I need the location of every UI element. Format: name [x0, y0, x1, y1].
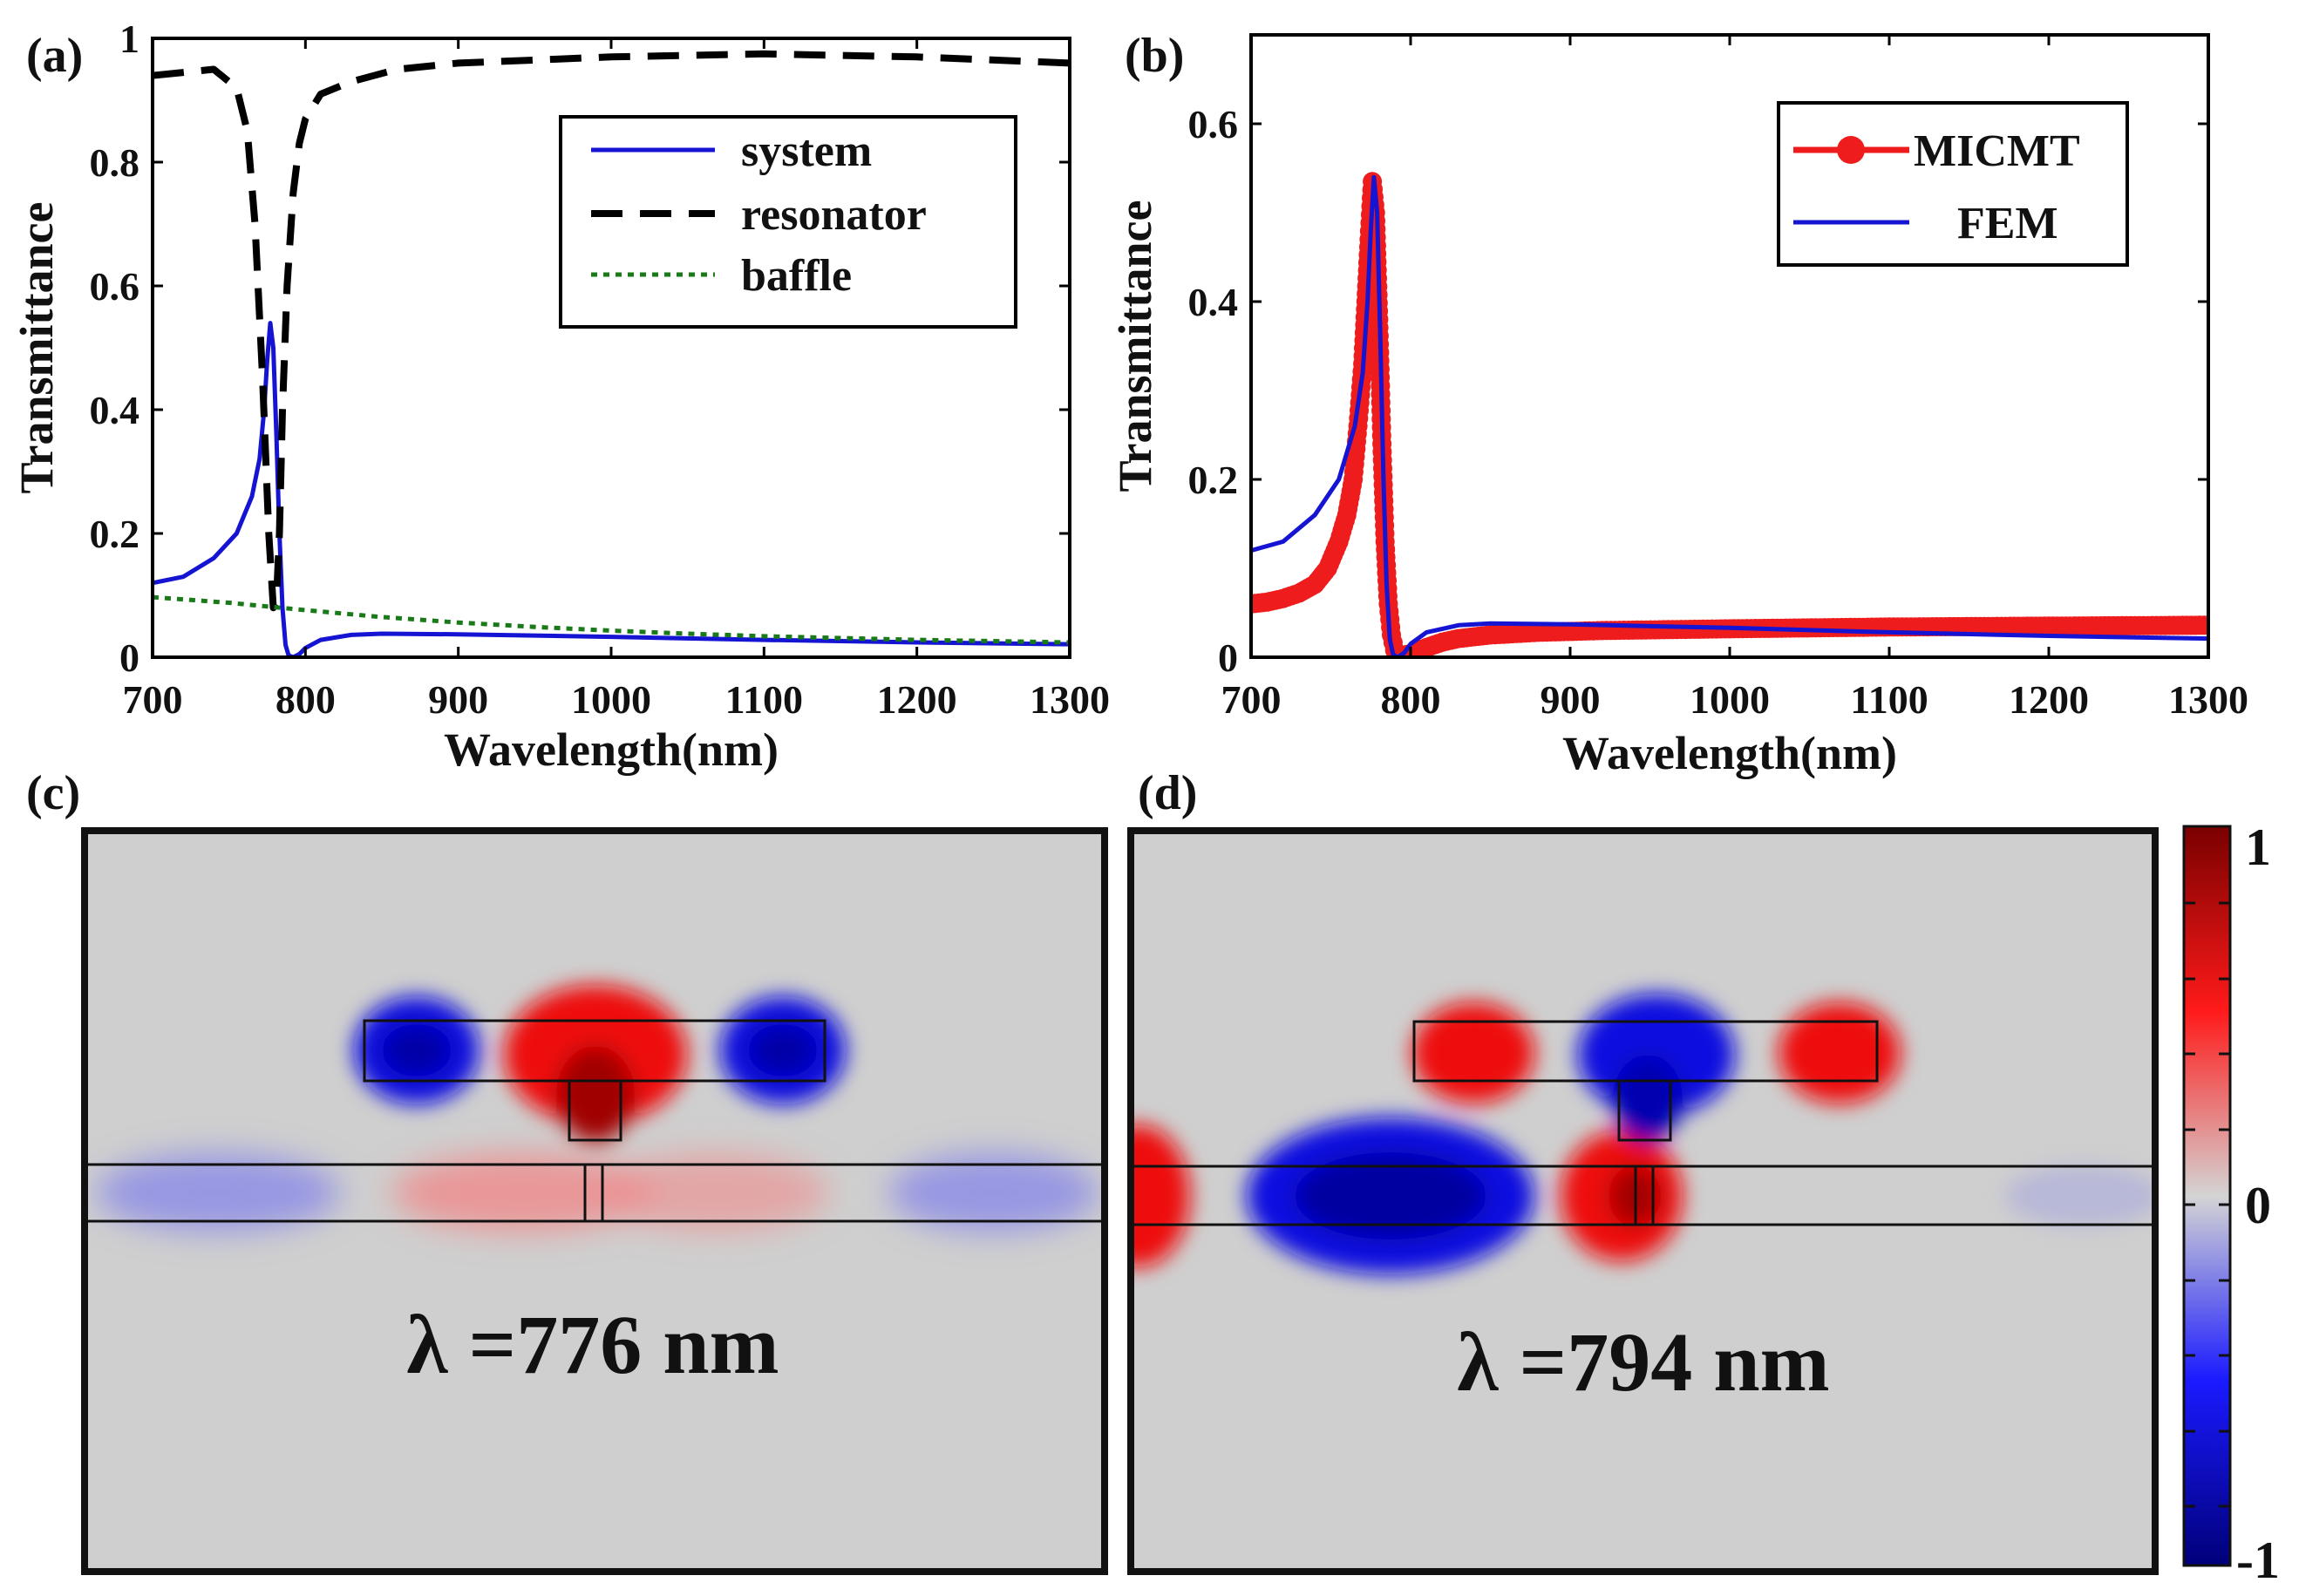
x-tick-label-b: 900 [1541, 677, 1601, 722]
colorbar-label-zero: 0 [2245, 1177, 2271, 1234]
series-resonator-line-a [153, 50, 1070, 612]
colorbar-label-max: 1 [2245, 818, 2271, 876]
x-tick-label-a: 900 [428, 677, 488, 722]
y-tick-label-a: 0.6 [90, 264, 140, 309]
x-tick-label-b: 800 [1381, 677, 1441, 722]
colorbar: 1 0 -1 [2182, 818, 2280, 1589]
x-tick-label-a: 1000 [571, 677, 651, 722]
x-tick-label-b: 1200 [2009, 677, 2089, 722]
legend-b-label-micmt: MICMT [1914, 126, 2080, 176]
colorbar-label-min: -1 [2236, 1531, 2280, 1589]
resonator-stub-c [568, 1079, 622, 1142]
y-tick-label-b: 0.4 [1188, 280, 1239, 324]
panel-d-label: (d) [1138, 766, 1197, 820]
field-d-lobes [1131, 994, 2155, 1274]
y-axis-title-b: Transmittance [1109, 200, 1161, 492]
x-tick-label-b: 700 [1221, 677, 1282, 722]
x-tick-label-b: 1300 [2168, 677, 2248, 722]
field-map-d [1131, 831, 2155, 1572]
panel-c-frame [81, 827, 1108, 1575]
legend-b-box [1777, 101, 2129, 267]
panel-d-frame [1127, 827, 2159, 1575]
series-micmt-marker [2199, 615, 2208, 635]
field-c-waveguide-lobes [96, 1153, 1098, 1232]
panel-b: (b) 700 800 900 1000 1100 1200 130000.20.40.6 … [1109, 29, 2248, 779]
resonator-stub-d [1617, 1079, 1672, 1142]
y-tick-label-b: 0.2 [1188, 458, 1239, 502]
y-tick-label-a: 0.2 [90, 512, 140, 556]
legend-b-label-fem: FEM [1957, 199, 2058, 248]
wavelength-annotation-c: λ =776 nm [406, 1298, 779, 1391]
x-tick-label-a: 1200 [877, 677, 957, 722]
panel-c: (c) [26, 766, 1108, 1575]
x-tick-label-a: 1300 [1030, 677, 1110, 722]
y-tick-label-a: 0.4 [90, 388, 140, 432]
x-tick-label-b: 1000 [1690, 677, 1770, 722]
x-tick-label-a: 700 [123, 677, 183, 722]
panel-a-label: (a) [26, 29, 83, 83]
waveguide-c [85, 1163, 1105, 1223]
series-fem-line-b [1251, 174, 2208, 657]
legend-a: system resonator baffle [559, 115, 1017, 329]
y-axis-title-a: Transmittance [10, 202, 63, 494]
panel-d: (d) λ =794 nm [1127, 766, 2159, 1575]
x-axis-title-b: Wavelength(nm) [1562, 727, 1897, 779]
legend-b: MICMT FEM [1777, 101, 2129, 267]
panel-a: (a) 700 800 900 1000 1100 1200 1300 0 0.2 0.4 0.6 0… [10, 17, 1110, 776]
legend-a-label-baffle: baffle [741, 251, 852, 301]
legend-b-swatch-micmt-marker [1837, 136, 1865, 164]
legend-a-label-resonator: resonator [741, 190, 927, 240]
x-tick-label-a: 1100 [725, 677, 803, 722]
y-tick-label-a: 1 [119, 17, 139, 61]
y-tick-label-b: 0 [1218, 635, 1238, 680]
panel-c-label: (c) [26, 766, 80, 820]
legend-a-label-system: system [741, 126, 872, 176]
field-map-c [85, 831, 1105, 1572]
wavelength-annotation-d: λ =794 nm [1457, 1315, 1829, 1409]
x-tick-label-a: 800 [275, 677, 336, 722]
y-tick-label-b: 0.6 [1188, 102, 1239, 146]
panel-b-label: (b) [1125, 29, 1184, 83]
x-axis-title-a: Wavelength(nm) [444, 723, 779, 776]
colorbar-ticks [2184, 901, 2230, 1508]
colorbar-gradient [2182, 825, 2232, 1567]
x-tick-label-b: 1100 [1850, 677, 1928, 722]
y-tick-label-a: 0.8 [90, 140, 140, 185]
waveguide-d [1131, 1165, 2155, 1226]
y-tick-label-a: 0 [119, 635, 139, 680]
series-system-line-a [153, 321, 1070, 657]
